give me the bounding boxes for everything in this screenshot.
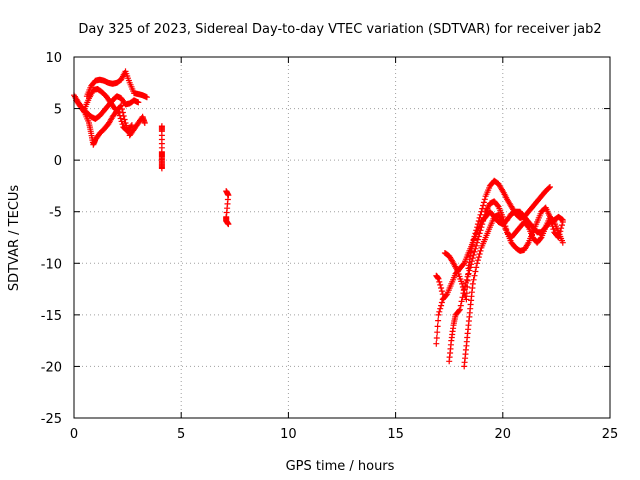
- data-point: [457, 302, 464, 309]
- data-point: [115, 108, 122, 115]
- data-point: [547, 184, 553, 190]
- data-point: [559, 217, 566, 223]
- data-point: [433, 335, 440, 341]
- x-tick-label: 10: [280, 427, 297, 442]
- data-point: [143, 94, 150, 101]
- data-point: [479, 205, 486, 212]
- data-point: [116, 112, 123, 119]
- data-point: [436, 308, 443, 315]
- chart-title: Day 325 of 2023, Sidereal Day-to-day VTE…: [78, 22, 601, 37]
- data-point: [443, 292, 450, 299]
- data-point: [460, 261, 467, 268]
- data-point: [128, 123, 134, 130]
- data-point: [472, 268, 479, 275]
- data-point: [464, 277, 471, 284]
- y-tick-label: -25: [41, 412, 62, 427]
- data-point: [471, 248, 478, 255]
- y-tick-label: 5: [54, 103, 62, 118]
- data-point: [546, 184, 553, 191]
- data-point: [477, 247, 484, 254]
- data-point: [559, 216, 565, 223]
- data-point: [117, 115, 124, 122]
- data-point: [128, 122, 135, 129]
- y-axis-label: SDTVAR / TECUs: [7, 185, 22, 292]
- data-point: [437, 305, 444, 312]
- x-tick-label: 20: [495, 427, 512, 442]
- data-point: [469, 280, 476, 287]
- data-point: [437, 281, 444, 288]
- data-point: [118, 118, 125, 125]
- y-tick-label: -15: [41, 309, 62, 324]
- data-point: [458, 298, 465, 305]
- data-point: [480, 199, 487, 206]
- data-point: [480, 202, 487, 209]
- data-point: [471, 272, 478, 279]
- data-point: [559, 239, 566, 246]
- data-point: [481, 196, 488, 203]
- x-tick-label: 15: [387, 427, 404, 442]
- data-point: [438, 288, 445, 295]
- data-point: [473, 264, 480, 271]
- data-points: [71, 68, 566, 370]
- data-point: [463, 276, 470, 283]
- y-tick-label: 0: [54, 154, 62, 169]
- y-tick-label: -10: [41, 257, 62, 272]
- grid: [74, 57, 610, 418]
- data-point: [475, 254, 482, 261]
- data-point: [464, 284, 471, 290]
- y-tick-label: -5: [49, 206, 62, 221]
- data-point: [438, 299, 445, 306]
- plot-frame: [73, 56, 611, 419]
- data-point: [119, 106, 125, 112]
- data-point: [494, 202, 501, 209]
- data-point: [439, 291, 446, 298]
- data-point: [459, 294, 466, 301]
- data-point: [474, 236, 481, 243]
- data-point: [460, 287, 467, 294]
- data-point: [434, 323, 441, 330]
- x-axis-label: GPS time / hours: [286, 459, 395, 474]
- data-point: [135, 99, 142, 106]
- data-point: [433, 340, 440, 347]
- data-point: [435, 317, 442, 324]
- data-point: [436, 278, 443, 285]
- data-point: [456, 306, 463, 313]
- data-point: [116, 109, 122, 116]
- data-point: [465, 271, 472, 278]
- data-point: [537, 235, 544, 242]
- data-point: [463, 296, 470, 303]
- data-point: [435, 311, 442, 318]
- x-tick-label: 5: [177, 427, 185, 442]
- data-point: [470, 276, 477, 283]
- data-point: [225, 221, 232, 228]
- data-point: [434, 329, 441, 336]
- data-point: [559, 222, 565, 229]
- data-point: [119, 121, 126, 128]
- data-point: [118, 102, 125, 109]
- data-point: [474, 257, 481, 264]
- y-tick-label: -20: [41, 360, 62, 375]
- data-point: [456, 307, 463, 314]
- data-point: [438, 285, 445, 291]
- axis-ticks: 0 5 10 15 20 25 10 5 0 -5 -10 -15 -20 -25: [41, 51, 619, 442]
- data-point: [141, 120, 148, 126]
- data-point: [463, 290, 470, 297]
- data-point: [438, 302, 445, 309]
- y-tick-label: 10: [45, 51, 62, 66]
- data-point: [80, 108, 87, 115]
- data-point: [158, 165, 165, 172]
- data-point: [462, 293, 469, 300]
- data-point: [474, 260, 481, 267]
- x-tick-label: 25: [602, 427, 619, 442]
- data-point: [476, 251, 483, 257]
- data-point: [459, 280, 466, 287]
- x-tick-label: 0: [70, 427, 78, 442]
- data-point: [435, 275, 442, 282]
- data-point: [473, 242, 480, 249]
